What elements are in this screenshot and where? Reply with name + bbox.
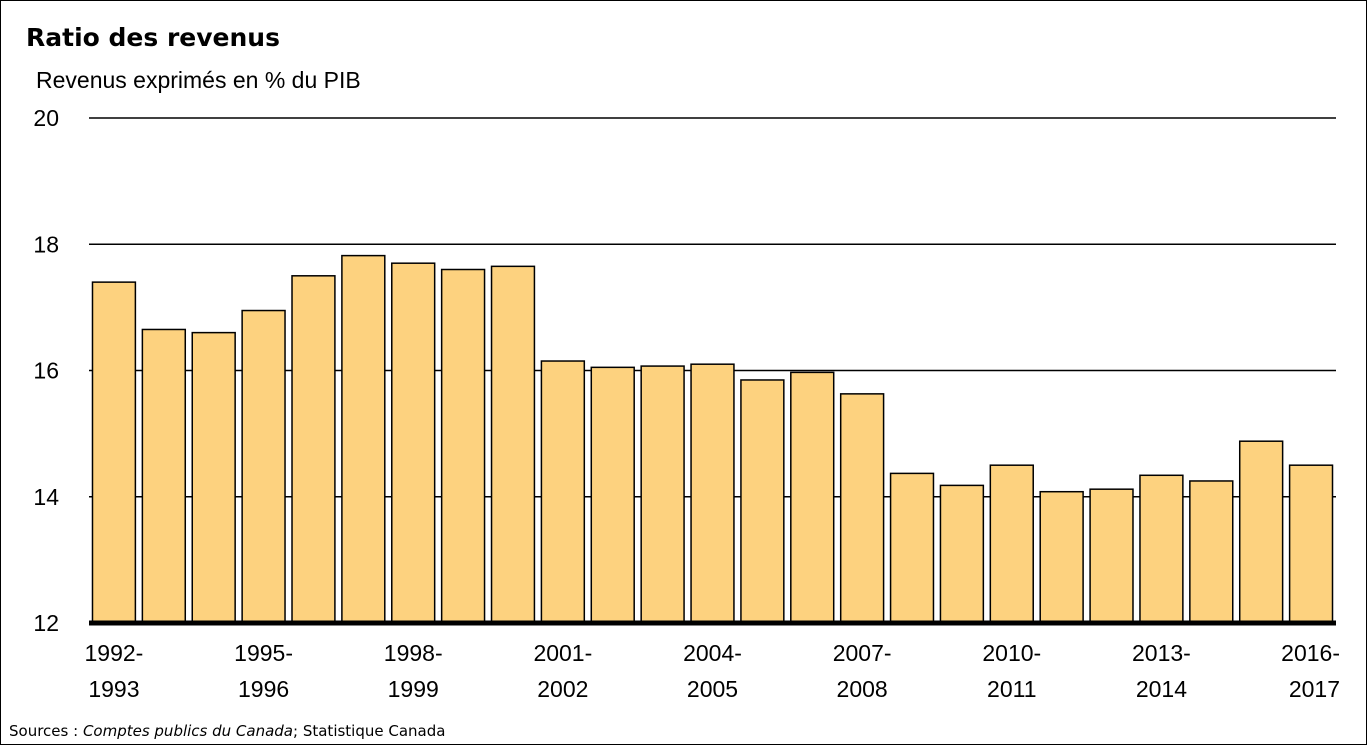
bar [640,365,685,624]
chart-title: Ratio des revenus [26,23,280,52]
sources-note: Sources : Comptes publics du Canada; Sta… [9,722,445,740]
x-tick-label-line1: 1992- [85,640,144,666]
bar [790,371,835,624]
bar [740,379,785,624]
x-tick-label-line1: 2010- [982,640,1041,666]
bar [1238,440,1284,624]
x-tick-label-line2: 2017 [1289,676,1340,702]
bar [391,262,436,624]
sources-suffix: ; Statistique Canada [293,722,446,740]
bar [191,331,236,624]
sources-prefix: Sources : [9,722,83,740]
x-tick-label-line1: 2004- [683,640,742,666]
bar [1288,464,1334,624]
bar [241,309,286,624]
y-tick-labels: 12 14 16 18 20 [33,105,59,636]
x-tick-label-line1: 2001- [533,640,592,666]
bar [1139,474,1184,624]
x-tick-label-line2: 2011 [987,676,1036,702]
bar [1089,488,1134,624]
bar [590,366,635,624]
bar [341,254,386,624]
bar-chart: 12 14 16 18 20 1992- 1993 1995- 1996 1998- 1999 20… [33,105,1340,702]
x-tick-label-line2: 2008 [837,676,888,702]
bar [440,268,486,624]
x-tick-label-line1: 2007- [833,640,892,666]
bar [989,464,1034,624]
x-tick-label-line1: 1998- [384,640,443,666]
bar [291,275,336,624]
x-tick-label-line1: 1995- [234,640,293,666]
x-tick-label-line2: 2014 [1136,676,1187,702]
x-tick-label-line2: 1999 [388,676,439,702]
bar [1039,490,1084,624]
bar [690,363,735,624]
x-tick-labels: 1992- 1993 1995- 1996 1998- 1999 2001- 2002 2004… [85,640,1340,702]
y-tick-label: 16 [33,358,59,384]
chart-subtitle: Revenus exprimés en % du PIB [36,67,361,93]
bar [1189,480,1234,624]
x-tick-label-line1: 2013- [1132,640,1191,666]
bar [490,265,536,624]
x-tick-label-line1: 2016- [1281,640,1340,666]
y-tick-label: 12 [33,610,59,636]
x-tick-label-line2: 1996 [238,676,289,702]
sources-italic: Comptes publics du Canada [82,722,294,740]
bar [839,393,885,624]
y-tick-label: 20 [33,105,59,131]
bar [141,328,187,624]
y-tick-label: 14 [33,484,59,510]
bars [91,254,1334,624]
x-tick-label-line2: 2002 [537,676,588,702]
bar [540,360,586,624]
bar [91,281,137,624]
x-tick-label-line2: 2005 [687,676,738,702]
x-tick-label-line2: 1993 [88,676,139,702]
bar [889,472,935,624]
y-tick-label: 18 [33,231,59,257]
bar [939,484,985,624]
